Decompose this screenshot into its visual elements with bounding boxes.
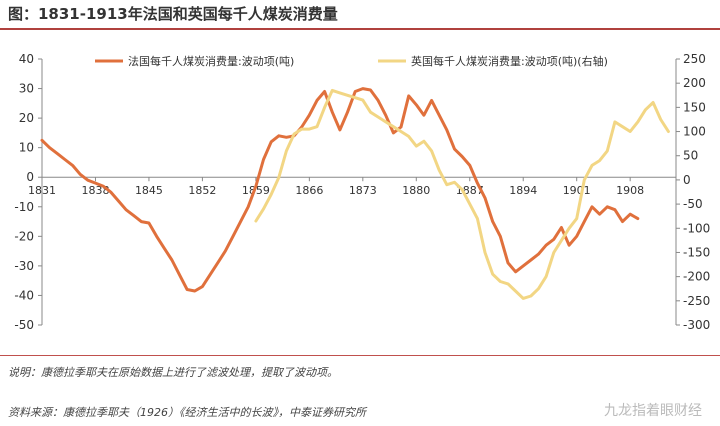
left-tick-label: 30 xyxy=(19,82,34,96)
x-tick-label: 1908 xyxy=(616,184,644,197)
footnote: 说明：康德拉季耶夫在原始数据上进行了滤波处理，提取了波动项。 xyxy=(8,366,338,379)
right-tick-label: -100 xyxy=(683,221,710,235)
legend-item-france-label: 法国每千人煤炭消费量:波动项(吨) xyxy=(128,54,294,68)
x-tick-label: 1859 xyxy=(242,184,270,197)
line-chart: 403020100-10-20-30-40-50250200150100500-… xyxy=(14,52,710,332)
left-tick-label: -50 xyxy=(14,318,34,332)
right-tick-label: -300 xyxy=(683,318,710,332)
left-tick-label: -30 xyxy=(14,259,34,273)
right-tick-label: -50 xyxy=(683,197,703,211)
right-tick-label: 0 xyxy=(683,173,691,187)
legend-item-uk-label: 英国每千人煤炭消费量:波动项(吨)(右轴) xyxy=(411,54,608,68)
left-tick-label: -10 xyxy=(14,200,34,214)
x-tick-label: 1831 xyxy=(28,184,56,197)
source-note: 资料来源：康德拉季耶夫（1926）《经济生活中的长波》，中泰证券研究所 xyxy=(8,406,366,419)
france-series-line xyxy=(40,87,640,293)
right-tick-label: 200 xyxy=(683,76,706,90)
chart-title: 图：1831-1913年法国和英国每千人煤炭消费量 xyxy=(8,5,338,23)
x-tick-label: 1901 xyxy=(563,184,591,197)
right-tick-label: 250 xyxy=(683,52,706,66)
x-tick-label: 1845 xyxy=(135,184,163,197)
title-bar: 图：1831-1913年法国和英国每千人煤炭消费量 xyxy=(0,0,720,30)
title-divider xyxy=(0,28,720,30)
left-tick-label: 20 xyxy=(19,111,34,125)
left-tick-label: -40 xyxy=(14,288,34,302)
left-tick-label: -20 xyxy=(14,229,34,243)
x-tick-label: 1880 xyxy=(402,184,430,197)
right-tick-label: 100 xyxy=(683,125,706,139)
footer-divider xyxy=(0,355,720,356)
left-tick-label: 0 xyxy=(26,170,34,184)
uk-series-line xyxy=(254,88,670,300)
left-tick-label: 10 xyxy=(19,141,34,155)
right-tick-label: -250 xyxy=(683,294,710,308)
legend: 法国每千人煤炭消费量:波动项(吨) 英国每千人煤炭消费量:波动项(吨)(右轴) xyxy=(95,54,608,68)
right-tick-label: -150 xyxy=(683,245,710,259)
axis-lines: 403020100-10-20-30-40-50250200150100500-… xyxy=(14,52,710,332)
series-lines xyxy=(40,87,670,300)
x-tick-label: 1852 xyxy=(188,184,216,197)
watermark: 九龙指着眼财经 xyxy=(604,403,702,419)
x-tick-label: 1894 xyxy=(509,184,537,197)
right-tick-label: 150 xyxy=(683,100,706,114)
right-tick-label: -200 xyxy=(683,270,710,284)
x-tick-label: 1866 xyxy=(295,184,323,197)
x-tick-label: 1873 xyxy=(349,184,377,197)
left-tick-label: 40 xyxy=(19,52,34,66)
right-tick-label: 50 xyxy=(683,149,698,163)
